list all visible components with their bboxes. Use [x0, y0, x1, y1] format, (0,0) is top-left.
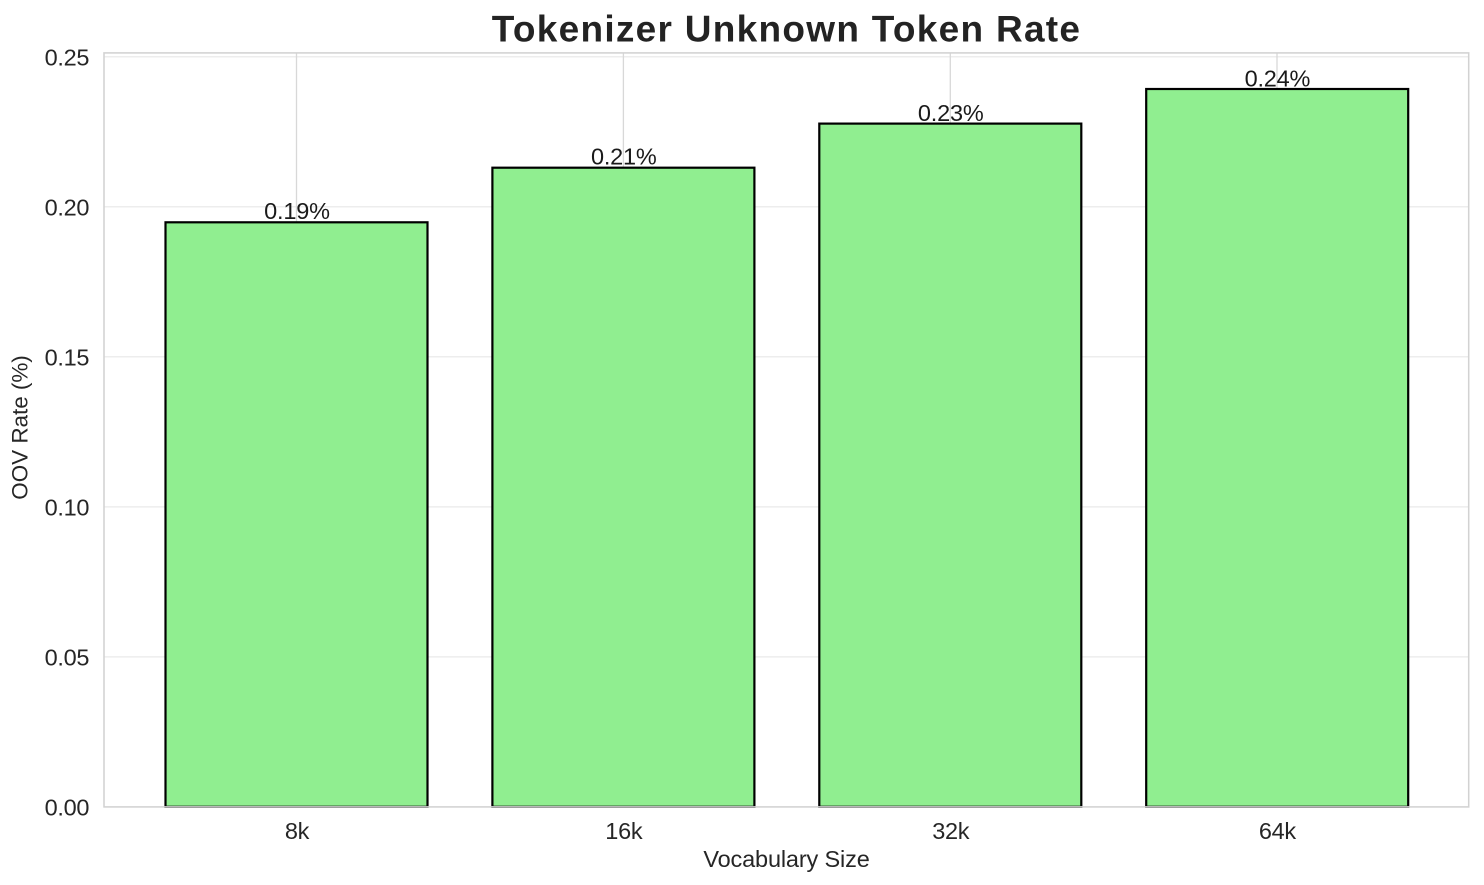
svg-text:0.21%: 0.21%	[591, 144, 657, 170]
svg-text:16k: 16k	[605, 818, 643, 844]
svg-text:Vocabulary Size: Vocabulary Size	[703, 846, 869, 872]
svg-text:0.05: 0.05	[45, 645, 90, 671]
svg-text:OOV Rate (%): OOV Rate (%)	[8, 355, 33, 499]
svg-text:64k: 64k	[1259, 818, 1297, 844]
svg-text:0.10: 0.10	[45, 495, 90, 521]
svg-text:0.25: 0.25	[45, 45, 90, 71]
svg-text:0.00: 0.00	[45, 795, 90, 821]
svg-text:0.15: 0.15	[45, 345, 90, 371]
svg-text:Tokenizer Unknown Token Rate: Tokenizer Unknown Token Rate	[492, 8, 1082, 49]
svg-text:0.23%: 0.23%	[918, 100, 984, 126]
svg-text:0.24%: 0.24%	[1245, 65, 1311, 91]
svg-text:0.19%: 0.19%	[264, 198, 330, 224]
svg-text:0.20: 0.20	[45, 195, 90, 221]
svg-text:8k: 8k	[285, 818, 310, 844]
svg-text:32k: 32k	[932, 818, 970, 844]
